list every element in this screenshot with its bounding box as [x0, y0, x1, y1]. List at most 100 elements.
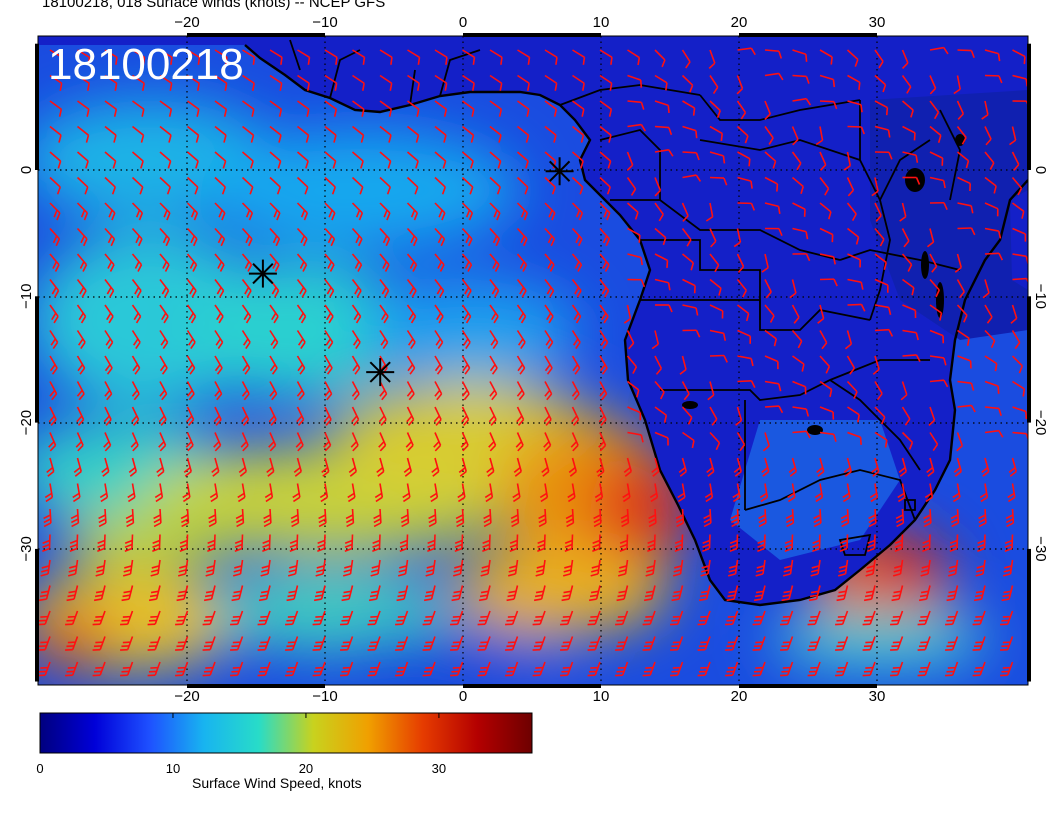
wind-barb	[819, 74, 836, 88]
wind-barb	[457, 483, 466, 503]
wind-barb	[516, 151, 529, 169]
wind-barb	[407, 100, 420, 117]
wind-barb	[759, 483, 769, 503]
wind-barb	[49, 202, 61, 221]
wind-barb	[737, 379, 756, 388]
wind-barb	[792, 253, 811, 262]
wind-barb	[242, 100, 255, 117]
wind-barb	[368, 685, 380, 703]
wind-barb	[972, 636, 986, 651]
wind-barb	[43, 508, 52, 528]
wind-barb	[929, 125, 942, 143]
wind-barb	[901, 75, 912, 94]
wind-barb	[241, 330, 251, 350]
wind-barb	[406, 406, 415, 426]
wind-barb	[214, 74, 228, 91]
wind-barb	[462, 100, 475, 117]
wind-barb	[544, 330, 554, 350]
wind-barb	[984, 406, 1002, 416]
wind-barb	[762, 432, 770, 452]
wind-barb	[269, 253, 280, 272]
wind-barb	[269, 304, 279, 324]
wind-barb	[984, 429, 1004, 438]
wind-barb	[984, 151, 995, 170]
wind-barb	[541, 457, 550, 477]
wind-barb	[651, 330, 660, 350]
wind-barb	[147, 610, 161, 626]
wind-barb	[844, 330, 853, 350]
wind-barb	[104, 381, 113, 401]
wind-barb	[505, 636, 519, 651]
wind-barb	[516, 381, 525, 401]
wind-barb	[285, 636, 299, 651]
wind-barb	[159, 74, 173, 91]
wind-barb	[348, 457, 358, 477]
wind-barb	[351, 151, 364, 169]
wind-barb	[709, 329, 727, 341]
wind-barb	[186, 304, 197, 324]
wind-barb	[350, 432, 359, 452]
wind-barb	[819, 49, 833, 65]
wind-barb	[843, 151, 852, 171]
wind-barb	[920, 559, 931, 577]
wind-barb	[654, 406, 668, 423]
wind-barb	[544, 176, 556, 195]
lon-label-bottom: 0	[459, 688, 467, 705]
wind-barb	[48, 406, 57, 426]
wind-barb	[98, 508, 107, 528]
wind-barb	[379, 253, 390, 272]
wind-barb	[982, 279, 990, 299]
wind-barb	[370, 559, 381, 577]
wind-barb	[241, 253, 253, 272]
wind-barb	[351, 330, 361, 350]
wind-barb	[124, 534, 134, 552]
wind-barb	[406, 330, 416, 350]
wind-barb	[93, 685, 105, 703]
wind-barb	[626, 151, 634, 171]
wind-barb	[38, 585, 51, 602]
wind-barb	[837, 559, 849, 577]
wind-barb	[512, 483, 521, 503]
wind-barb	[792, 380, 807, 395]
wind-barb	[427, 534, 436, 552]
wind-barb	[571, 227, 583, 247]
wind-barb	[208, 508, 217, 528]
wind-barb	[340, 636, 354, 651]
wind-barb	[324, 227, 336, 247]
wind-barb	[1009, 126, 1017, 146]
wind-barb	[379, 49, 393, 65]
wind-barb	[737, 304, 750, 322]
wind-barb	[533, 585, 546, 602]
wind-barb	[677, 483, 686, 503]
south-africa-highveld	[730, 420, 900, 560]
wind-barb	[819, 227, 834, 243]
wind-barb	[317, 534, 326, 552]
lon-label-top: −10	[312, 14, 337, 31]
wind-barb	[235, 508, 245, 528]
wind-barb	[895, 508, 905, 528]
wind-barb	[352, 49, 366, 65]
wind-barb	[819, 202, 832, 220]
wind-barb	[202, 661, 216, 677]
wind-barb	[77, 125, 90, 143]
wind-barb	[186, 227, 198, 247]
wind-barb	[269, 355, 278, 375]
lat-label-left: −30	[18, 536, 35, 561]
wind-barb	[929, 432, 939, 452]
wind-barb	[737, 202, 756, 211]
frame-bar-right	[1027, 296, 1031, 423]
wind-barb	[843, 457, 853, 477]
wind-barb	[543, 406, 552, 426]
wind-barb	[76, 355, 86, 375]
wind-barb	[764, 49, 783, 59]
wind-barb	[269, 125, 282, 143]
wind-barb	[489, 381, 498, 401]
wind-barb	[297, 74, 310, 91]
wind-barb	[709, 431, 721, 451]
wind-barb	[737, 151, 751, 167]
wind-barb	[706, 457, 715, 477]
wind-barb	[379, 100, 393, 117]
wind-barb	[890, 610, 904, 626]
frame-tick-bars	[35, 33, 1031, 688]
wind-barb	[379, 304, 389, 324]
